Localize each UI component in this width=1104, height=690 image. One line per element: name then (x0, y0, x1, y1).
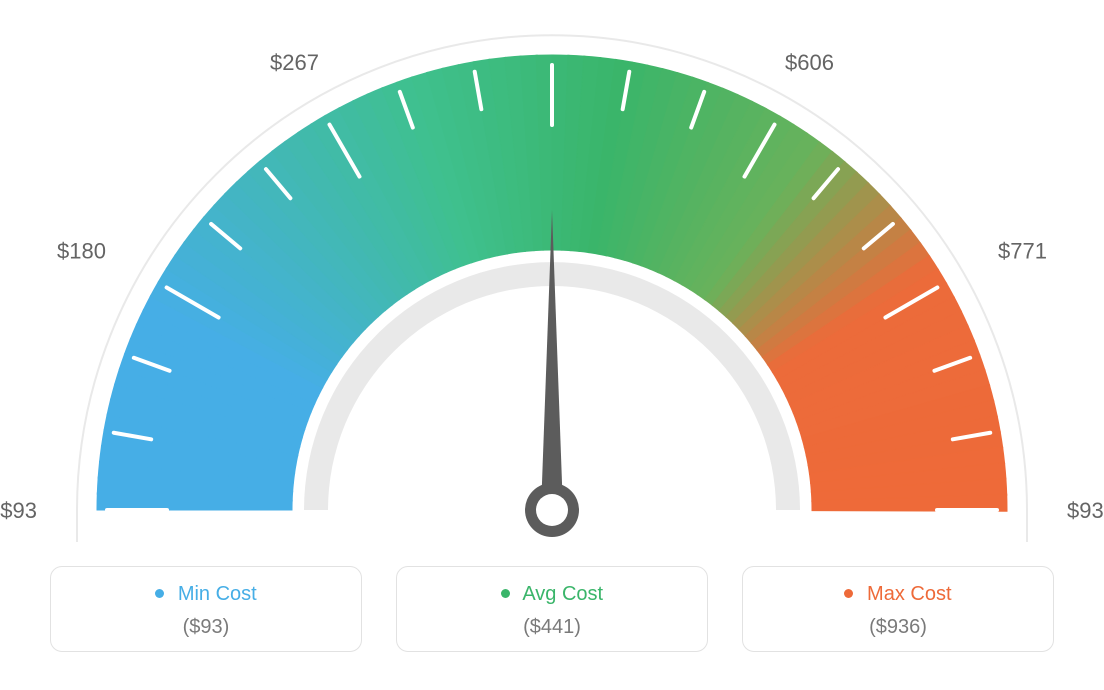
legend-title-min: Min Cost (51, 583, 361, 606)
legend-value-min: ($93) (51, 616, 361, 639)
svg-text:$93: $93 (0, 498, 37, 523)
legend-card-max: Max Cost ($936) (742, 566, 1054, 652)
legend-value-avg: ($441) (397, 616, 707, 639)
gauge-area: $93 $180 $267 $441 $606 $771 $936 (0, 0, 1104, 560)
svg-text:$180: $180 (57, 239, 106, 264)
legend-card-avg: Avg Cost ($441) (396, 566, 708, 652)
legend-dot-avg (501, 589, 510, 598)
svg-text:$441: $441 (528, 0, 577, 2)
legend-dot-min (155, 589, 164, 598)
svg-text:$606: $606 (785, 50, 834, 75)
legend-label-max: Max Cost (867, 583, 951, 605)
legend-card-min: Min Cost ($93) (50, 566, 362, 652)
svg-text:$771: $771 (998, 239, 1047, 264)
legend-dot-max (844, 589, 853, 598)
legend-value-max: ($936) (743, 616, 1053, 639)
cost-gauge: $93 $180 $267 $441 $606 $771 $936 (0, 0, 1104, 560)
legend-label-avg: Avg Cost (522, 583, 603, 605)
legend-row: Min Cost ($93) Avg Cost ($441) Max Cost … (0, 566, 1104, 652)
legend-title-avg: Avg Cost (397, 583, 707, 606)
svg-text:$267: $267 (270, 50, 319, 75)
svg-text:$936: $936 (1067, 498, 1104, 523)
legend-title-max: Max Cost (743, 583, 1053, 606)
legend-label-min: Min Cost (178, 583, 257, 605)
chart-container: $93 $180 $267 $441 $606 $771 $936 Min Cost ($9… (0, 0, 1104, 690)
